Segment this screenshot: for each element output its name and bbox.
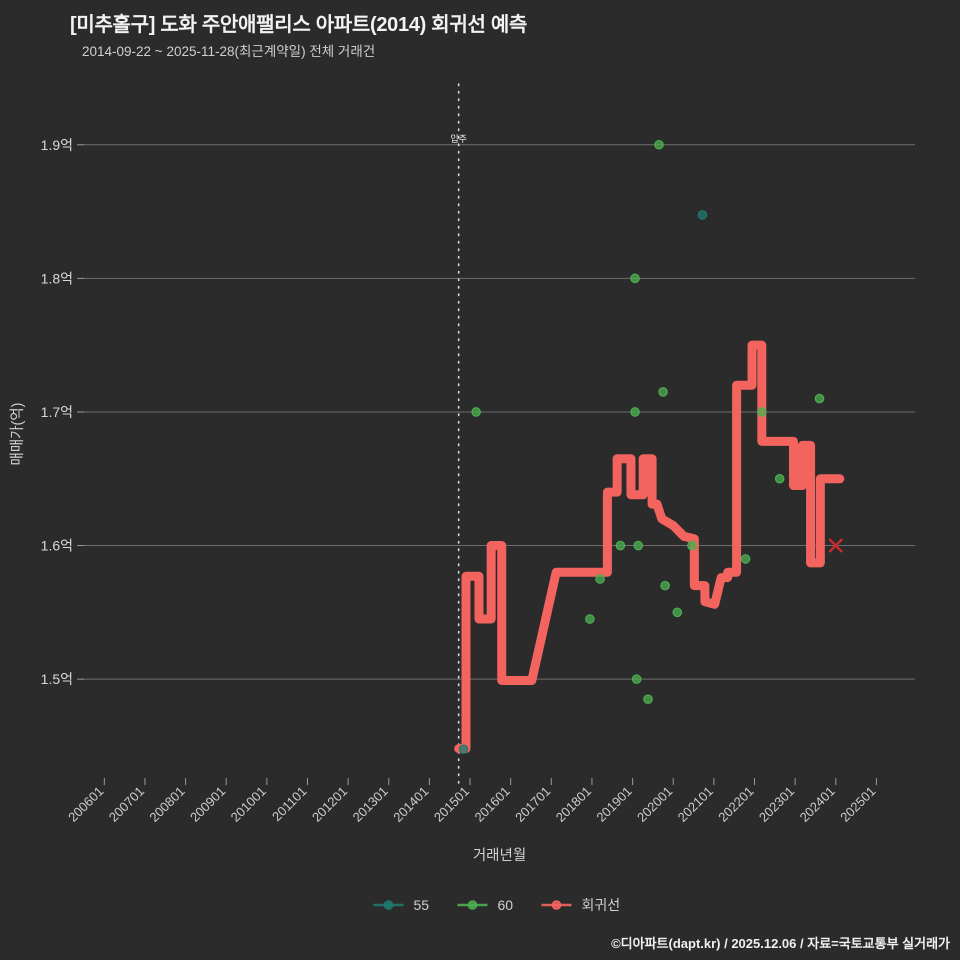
data-point[interactable] [687,540,697,551]
y-tick-label: 1.6억 [41,538,73,554]
x-tick-label: 200801 [146,784,187,825]
annotation-move-in: 입주 [450,83,467,785]
data-point[interactable] [756,407,767,417]
x-tick-label: 202101 [675,784,716,825]
data-point[interactable] [774,473,785,484]
x-tick-label: 202501 [837,784,878,825]
x-tick-label: 202401 [797,784,838,825]
x-tick-label: 201101 [269,784,310,825]
x-tick-label: 200701 [106,784,147,825]
data-point[interactable] [672,607,683,618]
data-point[interactable] [654,139,664,150]
y-tick-label: 1.5억 [41,671,73,687]
data-point[interactable] [643,694,653,704]
x-tick-label: 201501 [431,784,472,825]
x-tick-label: 201801 [553,784,594,825]
x-tick-label: 201601 [472,784,513,825]
series-scatter-60 [471,139,825,704]
x-tick-label: 202201 [715,784,756,825]
x-tick-label: 201301 [350,784,391,825]
data-point[interactable] [631,674,642,684]
data-point[interactable] [658,387,668,397]
y-tick-label: 1.9억 [41,137,73,153]
prediction-x-icon[interactable] [828,538,844,553]
data-point[interactable] [697,210,708,220]
data-point[interactable] [615,540,626,551]
chart-legend: 55 60 회귀선 [373,897,621,913]
page-subtitle: 2014-09-22 ~ 2025-11-28(최근계약일) 전체 거래건 [82,44,376,59]
data-point[interactable] [660,580,670,591]
footer-credit: ©디아파트(dapt.kr) / 2025.12.06 / 자료=국토교통부 실… [611,936,950,951]
regression-line-path[interactable] [454,340,845,754]
data-point[interactable] [630,407,640,417]
x-tick-label: 201701 [512,784,553,825]
x-tick-label: 202301 [756,784,797,825]
data-point[interactable] [595,574,605,584]
data-point[interactable] [740,554,751,564]
legend-marker-dot-회귀선[interactable] [551,900,562,910]
legend-label-회귀선: 회귀선 [582,897,621,913]
data-point[interactable] [630,273,640,284]
legend-marker-dot-55[interactable] [383,900,394,910]
x-axis-title: 거래년월 [473,847,526,864]
y-tick-label: 1.7억 [41,404,73,420]
x-tick-label: 200601 [65,784,106,825]
y-tick-label: 1.8억 [41,270,73,286]
x-tick-label: 200901 [187,784,228,825]
legend-marker-dot-60[interactable] [467,900,478,910]
series-scatter-55 [458,210,708,755]
data-point[interactable] [471,407,481,417]
y-axis-title: 매매가(억) [9,402,26,465]
x-tick-label: 201901 [593,784,634,825]
x-tick-label: 201401 [390,784,431,825]
x-axis: 200601 200701 200801 200901 201001 201101 2012… [65,778,879,864]
data-point[interactable] [633,540,644,551]
move-in-label: 입주 [450,133,467,144]
legend-label-55: 55 [414,897,430,913]
x-tick-label: 202001 [634,784,675,825]
x-tick-label: 201001 [228,784,269,825]
page-title: [미추홀구] 도화 주안애팰리스 아파트(2014) 회귀선 예측 [70,14,528,36]
legend-label-60: 60 [498,897,514,913]
annotation-prediction [828,538,844,553]
data-point[interactable] [458,744,469,755]
series-regression-line [454,340,845,754]
data-point[interactable] [814,393,825,404]
data-point[interactable] [585,614,595,624]
x-tick-label: 201201 [309,784,350,825]
